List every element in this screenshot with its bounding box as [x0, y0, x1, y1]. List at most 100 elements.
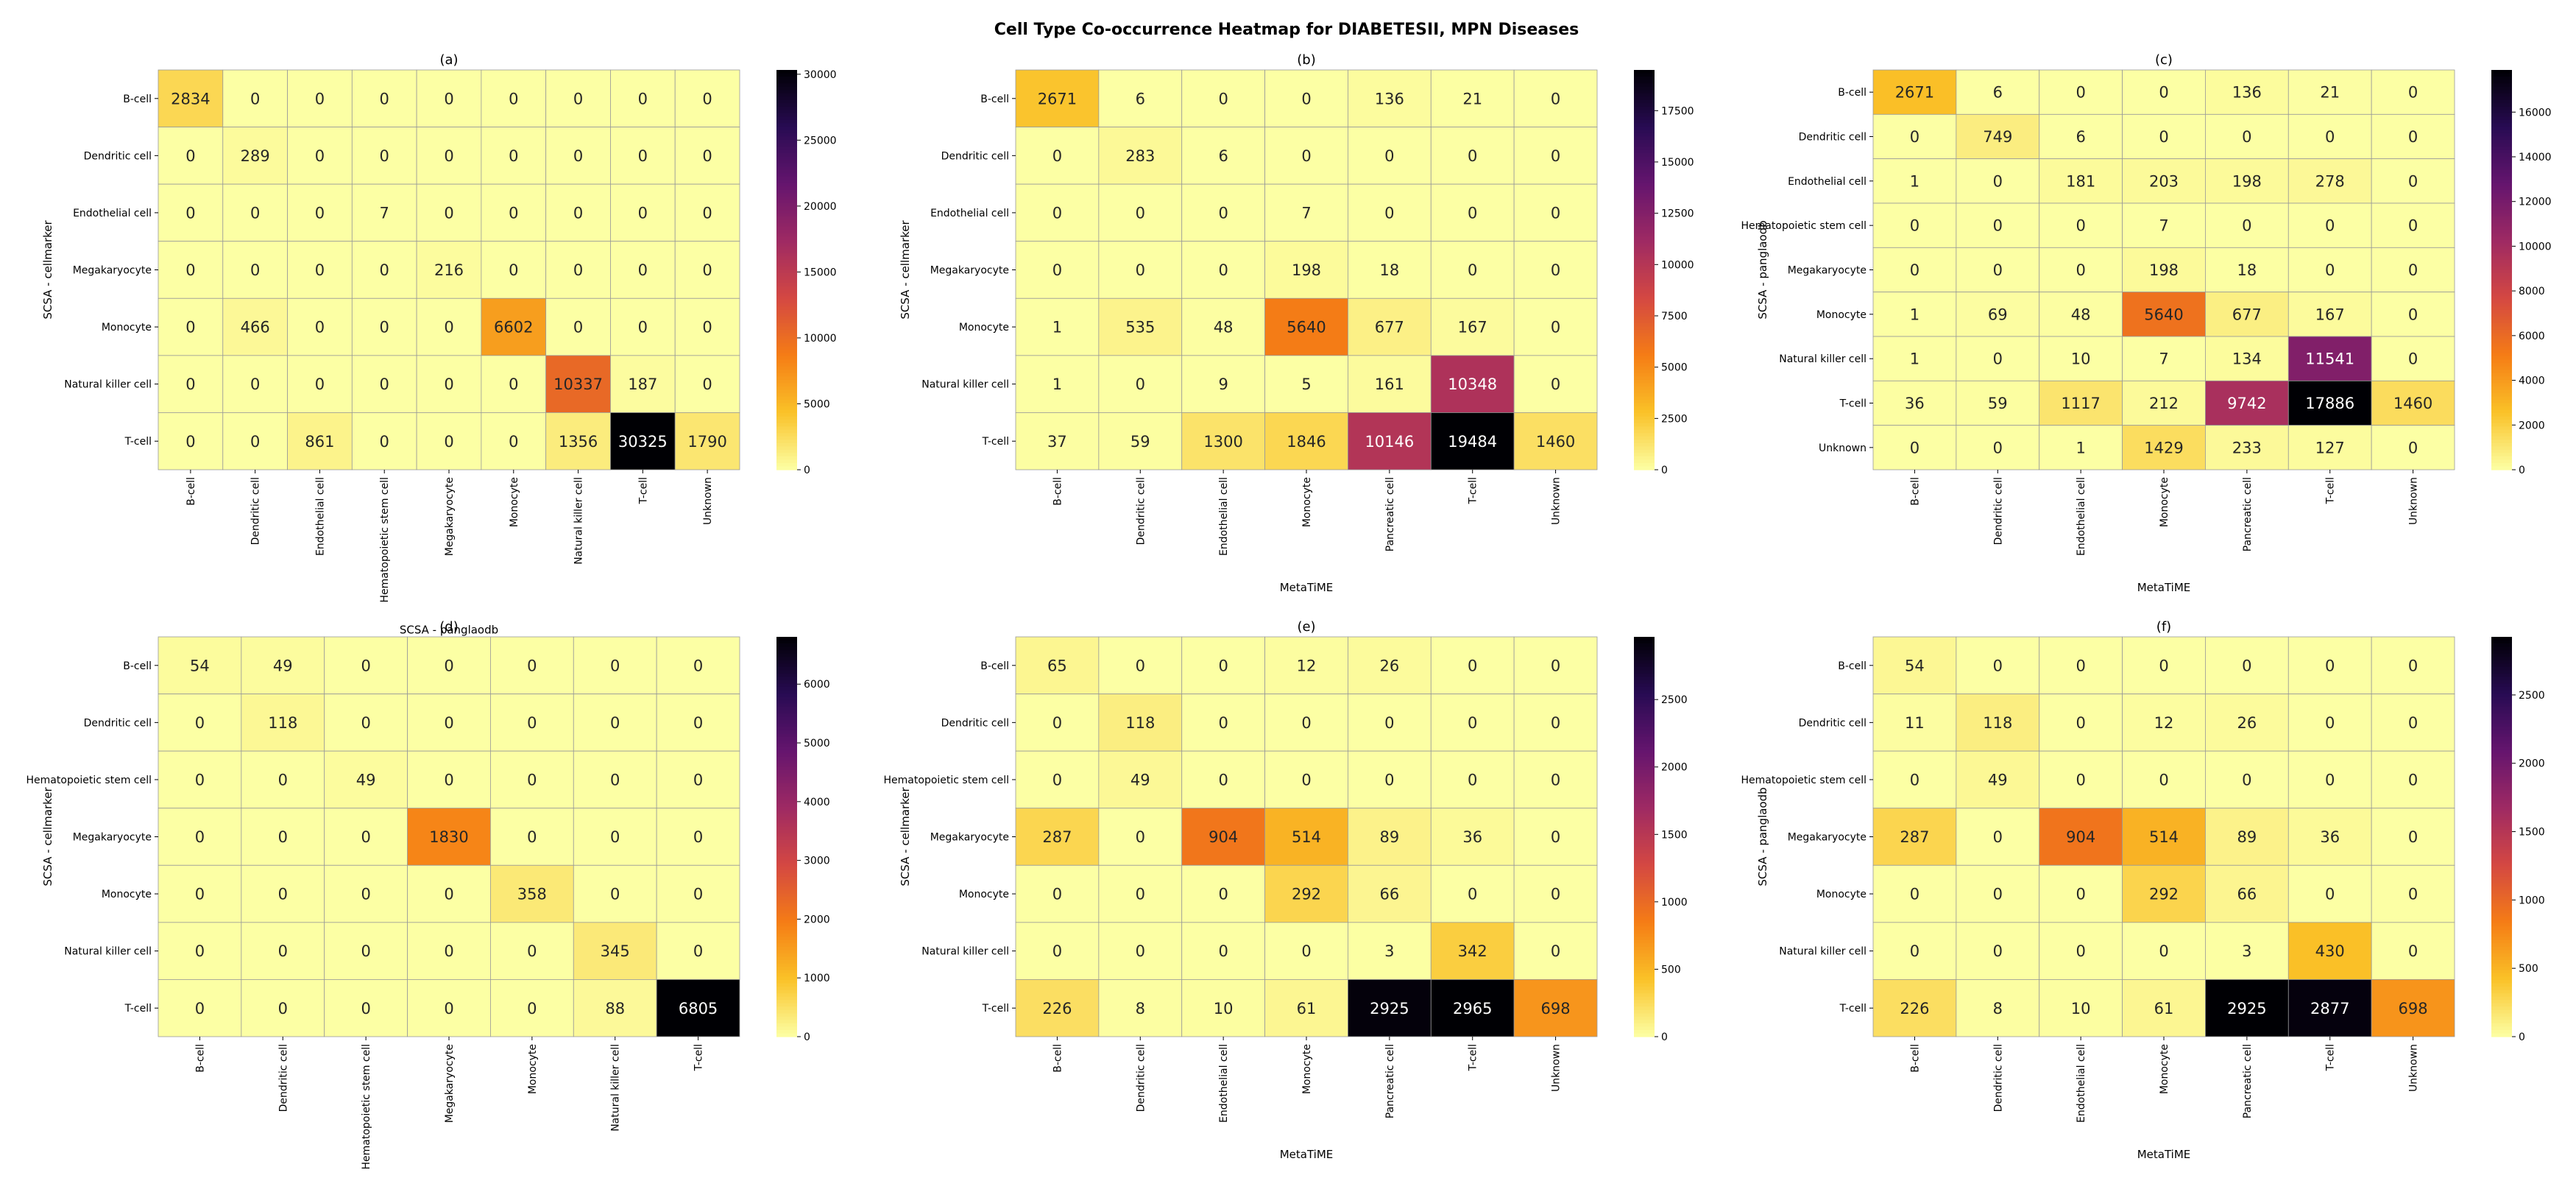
- colorbar-segment: [776, 153, 797, 158]
- cell-value: 19484: [1448, 433, 1497, 451]
- colorbar-segment: [776, 920, 797, 924]
- cell-value: 0: [315, 375, 325, 393]
- cell-value: 0: [1218, 90, 1228, 107]
- colorbar-segment: [1634, 670, 1655, 674]
- colorbar-segment: [2491, 466, 2512, 470]
- colorbar-segment: [1634, 707, 1655, 711]
- heatmap-cell: [1956, 202, 2040, 248]
- cell-value: 198: [2232, 172, 2262, 190]
- colorbar-segment: [776, 283, 797, 287]
- colorbar-segment: [776, 442, 797, 447]
- colorbar-segment: [2491, 800, 2512, 804]
- heatmap-cell: [1098, 694, 1183, 752]
- colorbar-segment: [2491, 707, 2512, 711]
- cell-value: 1300: [1203, 433, 1242, 451]
- colorbar-segment: [2491, 803, 2512, 808]
- colorbar-segment: [2491, 900, 2512, 904]
- colorbar-segment: [1634, 680, 1655, 684]
- colorbar-segment: [2491, 90, 2512, 94]
- colorbar-segment: [2491, 453, 2512, 457]
- heatmap-cell: [2039, 336, 2123, 381]
- colorbar-segment: [776, 300, 797, 304]
- colorbar-segment: [1634, 392, 1655, 398]
- heatmap-cell: [351, 127, 417, 185]
- heatmap-cell: [222, 69, 288, 127]
- colorbar-segment: [776, 993, 797, 998]
- colorbar-segment: [776, 1009, 797, 1014]
- heatmap-cell: [610, 127, 676, 185]
- colorbar-segment: [776, 653, 797, 657]
- cell-value: 0: [380, 261, 389, 279]
- colorbar-tick-label: 2500: [2519, 690, 2545, 702]
- colorbar-segment: [776, 896, 797, 901]
- heatmap-cell: [573, 979, 657, 1037]
- colorbar-segment: [2491, 396, 2512, 401]
- colorbar-segment: [1634, 176, 1655, 180]
- heatmap-cell: [1098, 355, 1183, 413]
- cell-value: 0: [2076, 886, 2085, 903]
- cell-value: 0: [1468, 886, 1477, 903]
- heatmap-cell: [2287, 425, 2372, 470]
- colorbar-segment: [1634, 313, 1655, 317]
- colorbar-segment: [1634, 196, 1655, 201]
- heatmap-cell: [610, 355, 676, 413]
- cell-value: 698: [1541, 1000, 1571, 1017]
- cell-value: 1: [1910, 172, 1919, 190]
- heatmap-cell: [1513, 69, 1598, 127]
- colorbar-segment: [1634, 259, 1655, 264]
- heatmap-cell: [2205, 380, 2289, 426]
- colorbar-segment: [2491, 420, 2512, 424]
- heatmap-cell: [1956, 69, 2040, 115]
- colorbar-segment: [776, 906, 797, 911]
- colorbar-segment: [776, 863, 797, 867]
- row-label-natural-killer-cell: Natural killer cell: [1779, 946, 1866, 958]
- colorbar-segment: [1634, 933, 1655, 937]
- colorbar-segment: [1634, 720, 1655, 724]
- cell-value: 134: [2232, 350, 2262, 368]
- colorbar-segment: [1634, 880, 1655, 884]
- colorbar-segment: [1634, 766, 1655, 771]
- colorbar-segment: [776, 806, 797, 811]
- colorbar-segment: [1634, 283, 1655, 287]
- colorbar-segment: [1634, 406, 1655, 411]
- colorbar-segment: [776, 140, 797, 144]
- colorbar-segment: [776, 420, 797, 424]
- colorbar-segment: [1634, 926, 1655, 931]
- colorbar-segment: [776, 423, 797, 427]
- heatmap-cell: [241, 694, 325, 752]
- cell-value: 6: [1993, 84, 2003, 102]
- colorbar-segment: [776, 193, 797, 197]
- cell-value: 677: [2232, 306, 2262, 323]
- colorbar-segment: [776, 83, 797, 88]
- heatmap-cell: [2371, 380, 2455, 426]
- colorbar-segment: [776, 873, 797, 878]
- cell-value: 0: [509, 204, 518, 222]
- cell-value: 0: [702, 261, 712, 279]
- cell-value: 0: [444, 375, 453, 393]
- cell-value: 7: [1301, 204, 1311, 222]
- row-label-megakaryocyte: Megakaryocyte: [930, 832, 1009, 844]
- colorbar-segment: [776, 429, 797, 434]
- heatmap-cell: [1098, 979, 1183, 1037]
- colorbar-segment: [1634, 389, 1655, 394]
- colorbar-segment: [2491, 963, 2512, 967]
- heatmap-cell: [241, 750, 325, 809]
- colorbar-segment: [776, 937, 797, 941]
- colorbar-segment: [776, 663, 797, 668]
- heatmap-cell: [1513, 808, 1598, 866]
- colorbar-segment: [2491, 819, 2512, 824]
- heatmap-cell: [158, 127, 224, 185]
- colorbar-segment: [1634, 650, 1655, 655]
- colorbar-segment: [1634, 442, 1655, 447]
- colorbar-segment: [2491, 136, 2512, 141]
- cell-value: 0: [250, 433, 260, 451]
- colorbar-segment: [776, 970, 797, 974]
- colorbar-segment: [776, 173, 797, 177]
- col-label-natural-killer-cell: Natural killer cell: [610, 1044, 622, 1132]
- heatmap-cell: [2039, 292, 2123, 337]
- colorbar-segment: [776, 926, 797, 931]
- cell-value: 0: [2408, 439, 2418, 456]
- colorbar-tick-label: 4000: [2519, 375, 2545, 387]
- colorbar-segment: [1634, 976, 1655, 981]
- colorbar-segment: [2491, 826, 2512, 831]
